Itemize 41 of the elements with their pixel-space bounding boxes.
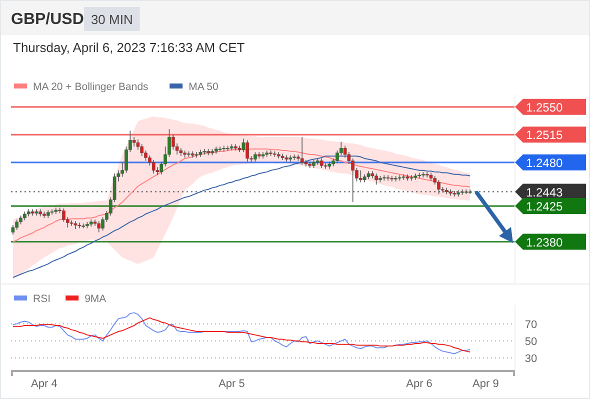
candlestick	[324, 162, 328, 170]
legend-label: RSI	[33, 293, 51, 305]
y-tick-label: 50	[524, 336, 538, 348]
candlestick	[140, 144, 144, 156]
candlestick	[152, 160, 156, 174]
x-tick-label: Apr 9	[472, 378, 499, 390]
candlestick	[30, 208, 34, 216]
legend-label: MA 50	[188, 81, 219, 93]
y-tick-label: 1.2443	[526, 185, 564, 200]
candlestick	[132, 136, 136, 147]
candlestick	[254, 152, 257, 162]
chart-title: GBP/USD	[11, 11, 84, 28]
candlestick	[280, 153, 284, 160]
candlestick	[300, 136, 304, 166]
candlestick	[34, 208, 38, 216]
candlestick	[97, 220, 101, 233]
candlestick	[78, 222, 82, 229]
candlestick	[50, 208, 54, 216]
text: 30 MIN	[90, 12, 133, 27]
y-tick-label: 1.2515	[526, 128, 564, 142]
candlestick	[246, 140, 250, 162]
candlestick	[101, 216, 104, 232]
candlestick	[320, 158, 324, 168]
x-tick-label: Apr 6	[406, 378, 432, 390]
legend-label: 9MA	[84, 293, 106, 305]
y-tick-label: 1.2480	[526, 156, 564, 170]
y-tick-label: 30	[524, 353, 538, 366]
y-tick-label: 1.2380	[526, 235, 564, 250]
legend-label: MA 20 + Bollinger Bands	[33, 81, 148, 93]
candlestick	[62, 208, 66, 222]
chart-subtitle: Thursday, April 6, 2023 7:16:33 AM CET	[13, 40, 245, 55]
candlestick	[218, 146, 222, 152]
candlestick	[437, 179, 440, 195]
x-tick-label: Apr 4	[31, 378, 58, 390]
x-tick-label: Apr 5	[218, 378, 245, 390]
candlestick	[374, 173, 378, 186]
y-tick-label: 70	[524, 318, 538, 331]
y-tick-label: 1.2550	[526, 100, 564, 114]
y-tick-label: 1.2425	[526, 200, 564, 214]
candlestick	[359, 170, 362, 183]
candlestick	[15, 219, 19, 230]
